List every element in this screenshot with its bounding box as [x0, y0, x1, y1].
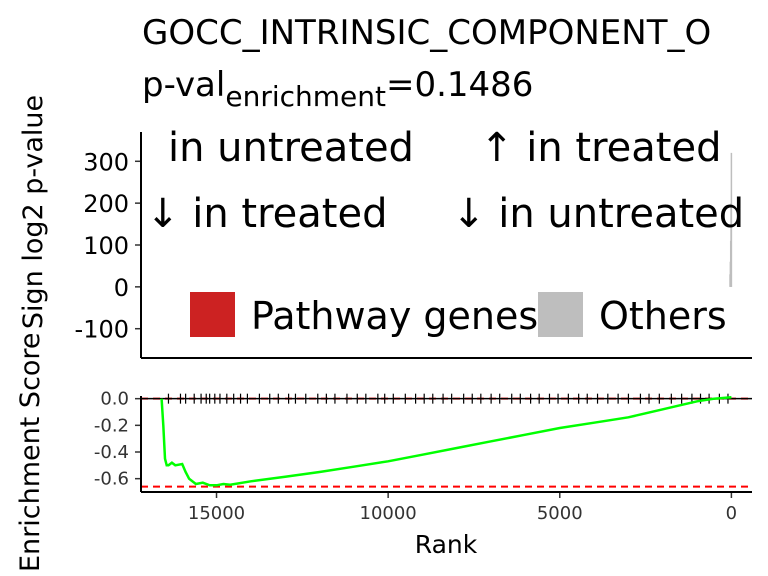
- bottom-x-ticks: 15000 10000 5000 0: [188, 492, 737, 524]
- legend-label-pathway-genes: Pathway genes: [251, 294, 538, 338]
- x-tick-label: 5000: [537, 503, 583, 524]
- bottom-y-ticks: 0.0 -0.2 -0.4 -0.6: [94, 389, 141, 490]
- reference-lines: [141, 397, 752, 488]
- label-up-in-treated: ↑ in treated: [480, 125, 721, 171]
- top-y-tick-label: -100: [75, 316, 129, 344]
- bottom-y-tick-label: 0.0: [100, 389, 129, 410]
- x-tick-label: 15000: [188, 503, 245, 524]
- label-in-untreated-top: in untreated: [168, 125, 414, 171]
- subtitle-subscript: enrichment: [225, 80, 386, 113]
- top-y-tick-label: 300: [83, 148, 129, 176]
- top-y-axis-title: Sign log2 p-value: [18, 95, 49, 329]
- legend-swatch-pathway-genes: [190, 292, 235, 337]
- subtitle-prefix: p-val: [142, 65, 225, 105]
- enrichment-curve-layer: [160, 396, 732, 487]
- x-axis-title: Rank: [415, 530, 478, 559]
- bottom-y-tick-label: -0.4: [94, 442, 129, 463]
- bottom-y-tick-label: -0.6: [94, 469, 129, 490]
- subtitle-value: =0.1486: [386, 65, 533, 105]
- legend-swatch-others: [538, 292, 583, 337]
- top-y-tick-label: 200: [83, 190, 129, 218]
- label-down-in-treated: ↓ in treated: [146, 191, 387, 237]
- top-data-marks: [729, 152, 733, 287]
- top-y-tick-label: 0: [114, 274, 129, 302]
- chart-title: GOCC_INTRINSIC_COMPONENT_O: [142, 13, 711, 53]
- x-tick-label: 0: [726, 503, 737, 524]
- label-down-in-untreated: ↓ in untreated: [452, 191, 744, 237]
- enrichment-curve: [160, 396, 732, 487]
- top-y-ticks: 300 200 100 0 -100: [75, 148, 141, 344]
- enrichment-score-panel: 0.0 -0.2 -0.4 -0.6 15000 10000 5000 0 Rank Enr…: [15, 332, 752, 572]
- top-y-tick-label: 100: [83, 232, 129, 260]
- x-tick-label: 10000: [360, 503, 417, 524]
- bottom-y-axis-title: Enrichment Score: [15, 332, 46, 572]
- legend-label-others: Others: [599, 294, 727, 338]
- chart-subtitle: p-valenrichment=0.1486: [142, 65, 533, 113]
- bottom-y-tick-label: -0.2: [94, 415, 129, 436]
- sign-pvalue-panel: 300 200 100 0 -100 in untreated ↑ in treated…: [18, 95, 752, 359]
- legend: Pathway genes Others: [190, 292, 727, 338]
- rank-rug: [141, 393, 752, 404]
